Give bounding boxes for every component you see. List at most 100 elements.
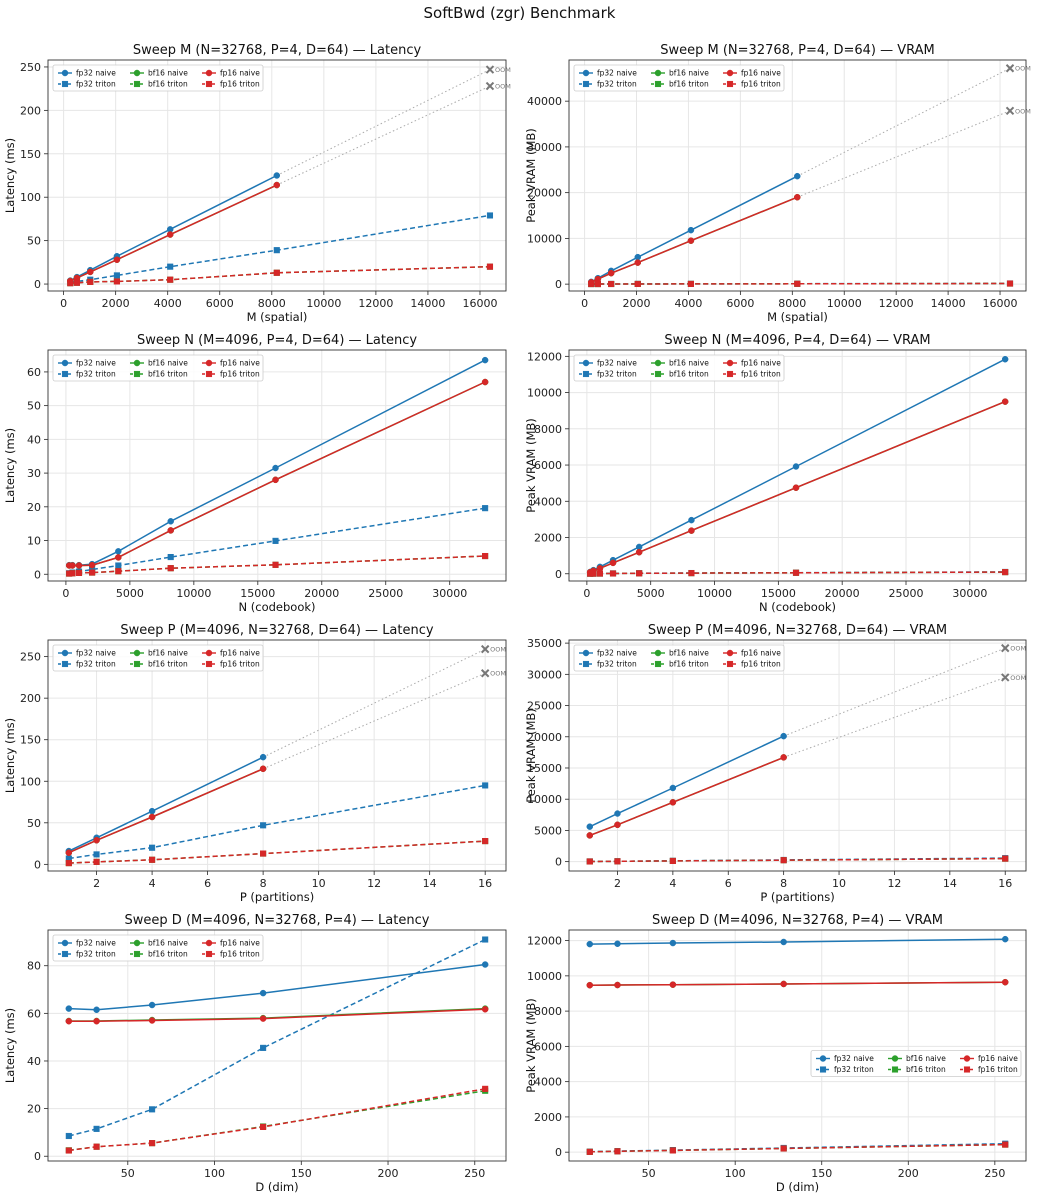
data-point xyxy=(73,279,80,286)
y-tick-label: 6000 xyxy=(534,459,562,472)
series-line-fp16-triton xyxy=(68,840,486,864)
x-tick-label: 20000 xyxy=(304,587,339,600)
x-tick-label: 4 xyxy=(669,877,676,890)
y-axis-label: Latency (ms) xyxy=(3,138,17,213)
legend-swatch-marker xyxy=(205,939,213,947)
y-tick-label: 30000 xyxy=(527,668,562,681)
legend-label: bf16 triton xyxy=(669,370,709,379)
data-point xyxy=(608,280,615,288)
data-point xyxy=(65,1005,73,1012)
data-point xyxy=(166,231,174,238)
legend-swatch-marker xyxy=(205,660,213,668)
x-tick-label: 12 xyxy=(367,877,381,890)
legend-label: bf16 naive xyxy=(148,939,188,948)
x-tick-label: 250 xyxy=(464,1167,485,1180)
x-tick-label: 50 xyxy=(642,1167,656,1180)
legend: fp32 naive fp32 triton bf16 naive bf16 trit… xyxy=(573,644,785,672)
legend-label: fp32 naive xyxy=(76,69,116,78)
x-tick-label: 10 xyxy=(832,877,846,890)
data-point xyxy=(1001,935,1009,943)
legend: fp32 naive fp32 triton bf16 naive bf16 trit… xyxy=(52,64,264,92)
oom-label: OOM xyxy=(1010,674,1026,682)
legend-swatch-marker xyxy=(582,359,590,367)
legend-label: fp16 naive xyxy=(978,1054,1018,1063)
x-tick-label: 14 xyxy=(423,877,437,890)
data-point xyxy=(780,980,787,988)
legend: fp32 naive fp32 triton bf16 naive bf16 trit… xyxy=(810,1050,1022,1077)
legend-swatch-marker xyxy=(654,370,662,378)
legend-swatch-marker xyxy=(726,660,734,668)
data-point xyxy=(67,280,74,287)
y-tick-label: 0 xyxy=(555,1146,562,1159)
x-tick-label: 5000 xyxy=(116,587,144,600)
legend-swatch-marker xyxy=(582,370,590,378)
legend: fp32 naive fp32 triton bf16 naive bf16 trit… xyxy=(52,354,264,382)
sweep-m-vram-panel: 0 2000 4000 6000 8000 10000 12000 14000 16000 0 10… xyxy=(524,43,1031,324)
data-point xyxy=(607,269,615,277)
data-point xyxy=(93,858,100,865)
x-tick-label: 8000 xyxy=(258,297,286,310)
x-tick-label: 14000 xyxy=(410,297,445,310)
y-tick-label: 6000 xyxy=(534,1040,562,1053)
data-point xyxy=(93,851,100,858)
data-point xyxy=(75,562,83,569)
legend: fp32 naive fp32 triton bf16 naive bf16 trit… xyxy=(573,354,785,382)
x-tick-label: 12000 xyxy=(879,297,914,310)
legend-label: fp16 triton xyxy=(741,660,781,669)
y-tick-label: 15000 xyxy=(527,762,562,775)
x-axis-label: D (dim) xyxy=(776,1180,819,1194)
data-point xyxy=(482,505,489,512)
legend-swatch-marker xyxy=(891,1066,899,1073)
data-point xyxy=(93,1017,100,1025)
data-point xyxy=(113,256,121,263)
legend-swatch-marker xyxy=(205,950,213,958)
chart-title: Sweep P (M=4096, N=32768, D=64) — Latenc… xyxy=(120,623,433,638)
oom-extrapolation-line xyxy=(783,676,1006,758)
oom-marker xyxy=(1005,64,1015,73)
plot-area xyxy=(586,647,1009,865)
data-point xyxy=(167,527,174,534)
plot-frame xyxy=(47,349,507,582)
x-tick-label: 10000 xyxy=(827,297,862,310)
series-line-fp16-triton xyxy=(589,857,1006,863)
y-tick-label: 4000 xyxy=(534,495,562,508)
y-tick-label: 30 xyxy=(27,467,41,480)
x-tick-label: 16000 xyxy=(462,297,497,310)
legend-label: fp16 triton xyxy=(741,80,781,89)
data-point xyxy=(482,552,489,560)
legend-swatch-marker xyxy=(654,660,662,668)
legend-label: fp32 naive xyxy=(834,1054,874,1063)
x-tick-label: 10000 xyxy=(697,587,732,600)
data-point xyxy=(596,565,604,572)
x-tick-label: 6 xyxy=(204,877,211,890)
data-point xyxy=(481,1006,489,1013)
data-point xyxy=(273,172,281,179)
x-tick-label: 14000 xyxy=(931,297,966,310)
legend-label: fp32 triton xyxy=(597,660,637,669)
x-tick-label: 2000 xyxy=(102,297,130,310)
legend-swatch-marker xyxy=(726,80,734,88)
data-point xyxy=(486,263,494,270)
data-point xyxy=(167,263,174,270)
data-point xyxy=(273,181,281,189)
series-line-fp32-naive xyxy=(69,359,486,566)
data-point xyxy=(486,212,494,219)
series-line-fp16-naive xyxy=(68,768,264,854)
legend-swatch-marker xyxy=(205,649,213,657)
data-point xyxy=(590,570,597,577)
data-point xyxy=(586,823,594,830)
data-point xyxy=(167,565,174,572)
data-point xyxy=(272,476,279,484)
data-point xyxy=(634,280,641,288)
chart-title: Sweep M (N=32768, P=4, D=64) — VRAM xyxy=(660,43,934,58)
data-point xyxy=(259,989,267,997)
x-axis-label: M (spatial) xyxy=(767,310,828,324)
y-tick-label: 8000 xyxy=(534,423,562,436)
data-point xyxy=(636,570,643,577)
data-point xyxy=(596,570,603,577)
data-point xyxy=(669,939,677,947)
legend-label: bf16 triton xyxy=(148,370,188,379)
legend-swatch-marker xyxy=(654,359,662,367)
